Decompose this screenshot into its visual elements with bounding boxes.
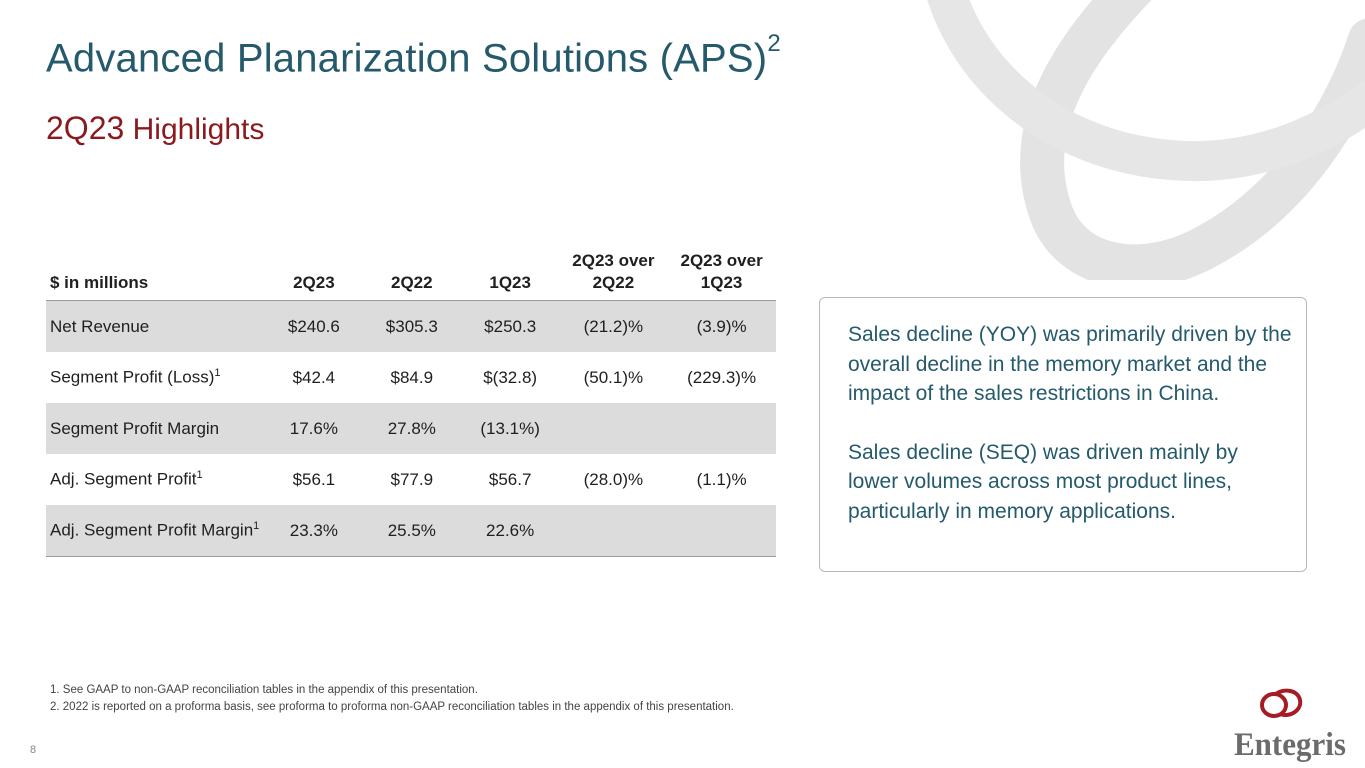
table-row: Segment Profit Margin 17.6% 27.8% (13.1%… bbox=[46, 403, 776, 454]
table-cell: (28.0)% bbox=[583, 469, 644, 489]
footnote-2: 2. 2022 is reported on a proforma basis,… bbox=[50, 701, 734, 713]
table-cell: $84.9 bbox=[390, 367, 434, 387]
callout-paragraph-yoy: Sales decline (YOY) was primarily driven… bbox=[848, 323, 1292, 405]
entegris-logo: Entegris bbox=[1234, 727, 1346, 763]
row-label-text: Segment Profit Margin bbox=[50, 418, 220, 438]
footnotes: 1. See GAAP to non-GAAP reconciliation t… bbox=[50, 682, 734, 716]
table-row: Net Revenue $240.6 $305.3 $250.3 (21.2)%… bbox=[46, 300, 776, 352]
table-cell: (50.1)% bbox=[583, 367, 644, 387]
row-label: Net Revenue bbox=[46, 300, 265, 352]
row-label-text: Adj. Segment Profit bbox=[50, 469, 197, 489]
table-cell: $56.1 bbox=[292, 469, 336, 489]
column-header: 2Q23 bbox=[264, 250, 363, 301]
table-cell: $305.3 bbox=[362, 300, 461, 352]
table-cell: (229.3)% bbox=[687, 367, 757, 387]
column-header: 2Q23 over 2Q22 bbox=[559, 250, 668, 301]
column-header: $ in millions bbox=[46, 250, 265, 301]
table-row: Segment Profit (Loss)1 $42.4 $84.9 $(32.… bbox=[46, 352, 776, 403]
table-cell: (21.2)% bbox=[559, 300, 668, 352]
column-header: 1Q23 bbox=[460, 250, 560, 301]
table-cell bbox=[559, 403, 668, 454]
column-header: 2Q22 bbox=[362, 250, 461, 301]
page-title-text: Advanced Planarization Solutions (APS) bbox=[46, 36, 768, 81]
callout-paragraph-seq: Sales decline (SEQ) was driven mainly by… bbox=[848, 440, 1238, 523]
footnote-1: 1. See GAAP to non-GAAP reconciliation t… bbox=[50, 684, 478, 696]
table-cell: (1.1)% bbox=[696, 469, 747, 489]
footnote-ref: 1 bbox=[214, 367, 221, 380]
page-number: 8 bbox=[30, 744, 37, 756]
subtitle-label: Highlights bbox=[124, 113, 265, 146]
table-cell bbox=[559, 505, 668, 557]
table-cell bbox=[667, 505, 776, 557]
row-label: Adj. Segment Profit Margin1 bbox=[46, 505, 265, 557]
table-cell: (3.9)% bbox=[667, 300, 776, 352]
table-header-row: $ in millions 2Q23 2Q22 1Q23 2Q23 over 2Q… bbox=[46, 250, 776, 301]
column-header-line1: 2Q23 over bbox=[572, 251, 655, 270]
table-row: Adj. Segment Profit Margin1 23.3% 25.5% … bbox=[46, 505, 776, 557]
footnote-ref: 1 bbox=[196, 469, 203, 482]
entegris-wordmark: Entegris bbox=[1234, 727, 1346, 763]
table-cell: $(32.8) bbox=[483, 367, 538, 387]
title-footnote-ref: 2 bbox=[767, 30, 781, 57]
table-cell: 23.3% bbox=[264, 505, 363, 557]
table-cell: 22.6% bbox=[460, 505, 560, 557]
column-header-line2: 2Q22 bbox=[592, 273, 635, 292]
table-cell: 27.8% bbox=[362, 403, 461, 454]
table-cell bbox=[667, 403, 776, 454]
row-label-text: Segment Profit (Loss) bbox=[50, 367, 215, 387]
column-header-line2: 1Q23 bbox=[700, 273, 743, 292]
financial-table: $ in millions 2Q23 2Q22 1Q23 2Q23 over 2Q… bbox=[46, 250, 776, 557]
column-header: 2Q23 over 1Q23 bbox=[667, 250, 776, 301]
column-header-line1: 2Q23 over bbox=[680, 251, 763, 270]
background-ampersand-graphic bbox=[927, 0, 1365, 280]
page-subtitle: 2Q23 Highlights bbox=[46, 110, 264, 147]
page-title: Advanced Planarization Solutions (APS)2 bbox=[46, 30, 781, 81]
table-cell: $240.6 bbox=[264, 300, 363, 352]
table-cell: $56.7 bbox=[488, 469, 532, 489]
table-cell: $42.4 bbox=[292, 367, 336, 387]
table-cell: 25.5% bbox=[362, 505, 461, 557]
row-label: Adj. Segment Profit1 bbox=[46, 454, 265, 505]
subtitle-period: 2Q23 bbox=[46, 110, 125, 146]
table-cell: 17.6% bbox=[264, 403, 363, 454]
table-cell: (13.1%) bbox=[460, 403, 560, 454]
row-label-text: Adj. Segment Profit Margin bbox=[50, 520, 254, 540]
row-label: Segment Profit (Loss)1 bbox=[46, 352, 265, 403]
commentary-callout: Sales decline (YOY) was primarily driven… bbox=[819, 297, 1307, 572]
row-label-text: Net Revenue bbox=[50, 316, 150, 336]
row-label: Segment Profit Margin bbox=[46, 403, 265, 454]
entegris-logo-icon bbox=[1260, 688, 1303, 718]
table-row: Adj. Segment Profit1 $56.1 $77.9 $56.7 (… bbox=[46, 454, 776, 505]
footnote-ref: 1 bbox=[253, 520, 260, 533]
table-cell: $250.3 bbox=[460, 300, 560, 352]
table-cell: $77.9 bbox=[390, 469, 434, 489]
